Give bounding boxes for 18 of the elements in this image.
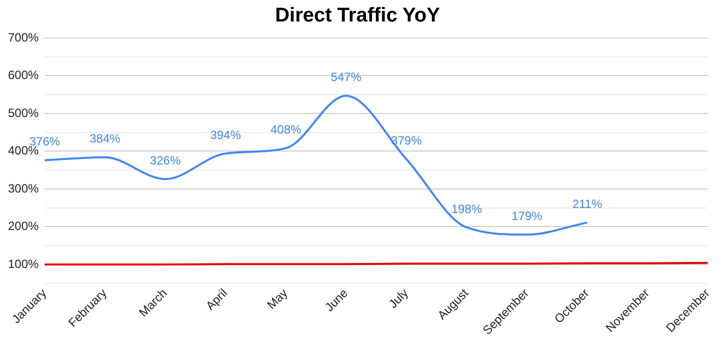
data-label: 379% [391, 133, 422, 148]
x-tick-label: July [386, 286, 411, 311]
data-label: 384% [90, 132, 121, 146]
y-tick-label: 100% [8, 256, 40, 271]
x-tick-label: May [264, 286, 290, 312]
data-label: 198% [451, 202, 482, 216]
y-tick-label: 200% [8, 219, 40, 234]
data-label: 547% [330, 70, 362, 84]
y-tick-label: 600% [8, 68, 40, 82]
data-label: 394% [210, 128, 242, 142]
data-label: 326% [150, 153, 181, 168]
data-label: 408% [270, 122, 302, 137]
data-label: 179% [512, 208, 543, 223]
y-tick-label: 300% [8, 181, 40, 196]
y-tick-label: 500% [8, 106, 40, 120]
y-tick-label: 700% [8, 30, 40, 44]
chart-title: Direct Traffic YoY [275, 4, 441, 27]
data-label: 211% [572, 196, 602, 211]
